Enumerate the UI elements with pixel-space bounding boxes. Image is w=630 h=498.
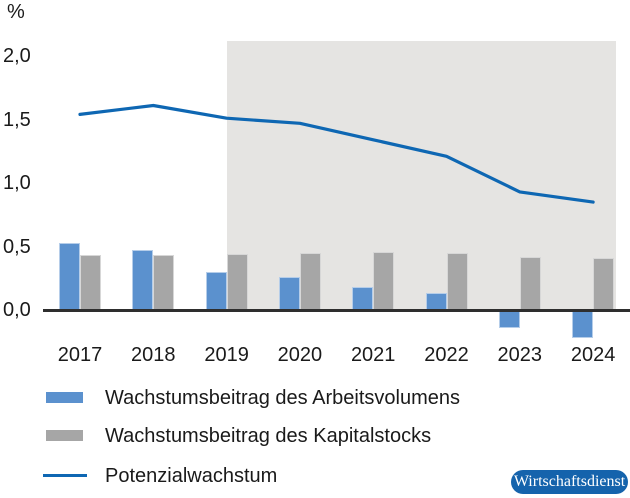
legend-label-potential: Potenzialwachstum [105, 465, 278, 487]
y-axis-tick-label: 2,0 [3, 45, 31, 67]
y-axis-tick-label: 1,5 [3, 108, 31, 131]
forecast-shaded-region [226, 41, 617, 310]
labor-bar-swatch [46, 392, 83, 403]
legend-label-capital: Wachstumsbeitrag des Kapitalstocks [105, 425, 432, 447]
plot-area: 2,0 1,5 1,0 0,5 0,0 2017 2018 2019 2020 2021 2022… [3, 41, 630, 366]
potential-growth-line [78, 103, 595, 204]
y-axis-unit-label: % [7, 1, 25, 23]
y-axis-tick-label: 0,0 [3, 299, 31, 321]
y-axis-tick-label: 1,0 [3, 172, 31, 194]
x-axis-tick-label: 2021 [350, 344, 396, 366]
x-axis-tick-label: 2022 [424, 344, 469, 366]
x-axis-tick-label: 2019 [204, 344, 249, 366]
y-axis-tick-label: 0,5 [3, 235, 31, 258]
zero-axis-line [43, 309, 630, 312]
potential-growth-polyline [78, 103, 595, 204]
x-axis-tick-label: 2020 [277, 344, 323, 366]
x-axis-tick-label: 2024 [570, 344, 616, 366]
capital-bar-swatch [46, 430, 83, 441]
potential-line-swatch [43, 474, 87, 477]
x-axis-tick-label: 2023 [497, 344, 543, 366]
x-axis-tick-label: 2018 [131, 344, 176, 366]
x-axis-tick-label: 2017 [57, 344, 103, 366]
wirtschaftsdienst-badge: Wirtschaftsdienst [511, 470, 628, 494]
legend-label-labor: Wachstumsbeitrag des Arbeitsvolumens [105, 387, 460, 409]
